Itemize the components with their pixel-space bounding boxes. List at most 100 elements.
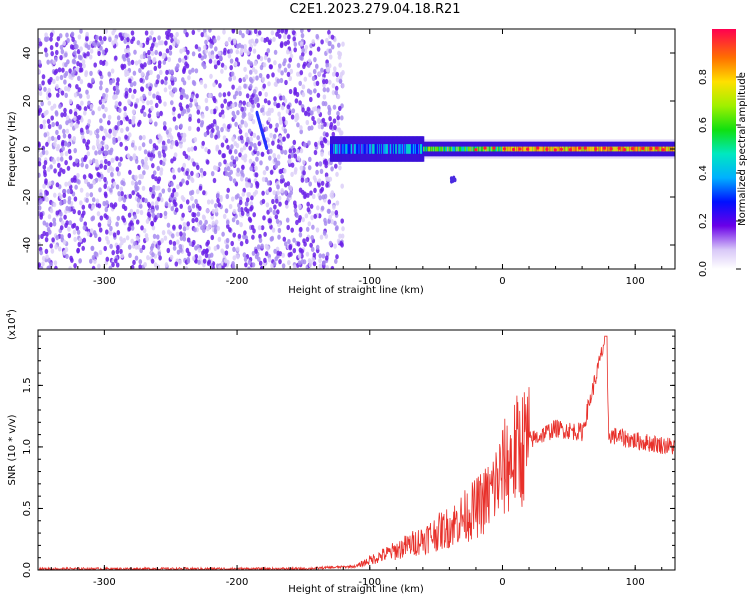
spectrogram-speckle [246,208,250,214]
spectrogram-speckle [185,180,190,186]
spectrogram-peak [568,148,573,152]
spectrogram-speckle [102,92,106,99]
spectrogram-speckle [89,174,94,180]
spectrogram-speckle [249,69,253,75]
spectrogram-speckle [308,156,312,162]
spectrogram-speckle [139,42,143,48]
spectrogram-speckle [268,155,272,161]
spectrogram-speckle [49,208,54,214]
chart-title: C2E1.2023.279.04.18.R21 [289,2,461,17]
spectrogram-speckle [240,119,245,125]
spectrogram-speckle [338,165,342,171]
spectrogram-speckle [267,39,272,46]
spectrogram-speckle [83,106,88,112]
spectrogram-speckle [313,57,317,63]
spectrogram-speckle [125,116,129,122]
spectrogram-speckle [305,119,310,126]
spectrogram-speckle [256,135,261,141]
spectrogram-speckle [109,225,113,232]
spectrogram-speckle [179,94,184,100]
spectrogram-speckle [143,62,147,68]
spectrogram-speckle [333,66,337,72]
spectrogram-speckle [89,48,94,54]
spectrogram-speckle [301,84,306,90]
spectrogram-speckle [338,78,343,84]
spectrogram-speckle [187,147,191,153]
spectrogram-speckle [313,213,318,219]
spectrogram-speckle [38,107,43,113]
spectrogram-speckle [281,263,286,269]
spectrogram-speckle [198,53,202,59]
spectrogram-speckle [168,127,172,133]
spectrogram-speckle [240,106,244,112]
spectrogram-speckle [115,184,120,190]
spectrogram-data [38,29,675,269]
spectrogram-speckle [268,218,273,224]
spectrogram-speckle [333,243,337,249]
spectrogram-speckle [249,136,253,142]
spectrogram-speckle [195,93,199,99]
spectrogram-speckle [208,92,212,99]
spectrogram-speckle [104,158,108,165]
spectrogram-speckle [108,230,113,236]
spectrogram-speckle [156,185,161,191]
spectrogram-speckle [55,75,60,82]
spectrogram-speckle [197,29,201,33]
spectrogram-speckle [284,120,289,126]
spectrogram-speckle [52,159,56,165]
spectrogram-speckle [309,190,313,196]
spectrogram-speckle [38,172,41,178]
spectrogram-speckle [213,64,218,70]
spectrogram-speckle [143,164,147,170]
spectrogram-speckle [99,59,103,65]
spectrogram-speckle [323,101,328,107]
spectrogram-speckle [104,61,109,67]
spectrogram-speckle [175,141,179,147]
spectrogram-speckle [85,89,89,95]
spectrogram-speckle [227,124,231,130]
spectrogram-speckle [336,110,340,117]
spectrogram-speckle [86,151,91,157]
spectrogram-speckle [241,113,246,119]
spectrogram-speckle [195,172,200,178]
spectrogram-speckle [62,128,66,134]
spectrogram-speckle [115,221,119,227]
spectrogram-speckle [280,188,285,194]
spectrogram-speckle [301,189,305,195]
spectrogram-speckle [283,168,287,174]
spectrogram-speckle [212,119,217,125]
spectrogram-speckle [325,255,329,261]
spectrogram-speckle [55,182,60,188]
spectrogram-speckle [328,79,332,85]
spectrogram-speckle [38,161,42,167]
spectrogram-speckle [308,72,312,78]
spectrogram-speckle [224,208,229,214]
spectrogram-speckle [284,79,288,86]
spectrogram-speckle [56,36,61,42]
spectrogram-speckle [44,52,49,58]
spectrogram-speckle [80,100,84,106]
spectrogram-speckle [302,170,306,176]
spectrogram-speckle [283,182,288,188]
spectrogram-speckle [262,215,266,221]
spectrogram-speckle [202,64,207,70]
spectrogram-speckle [250,205,254,211]
spectrogram-speckle [172,106,176,112]
spectrogram-speckle [255,75,259,81]
spectrogram-speckle [133,214,137,220]
spectrogram-speckle [295,219,299,226]
spectrogram-speckle [319,136,324,142]
spectrogram-speckle [306,207,311,213]
spectrogram-peak [492,146,496,150]
spectrogram-speckle [202,258,207,264]
spectrogram-speckle [273,248,277,254]
spectrogram-speckle [182,80,187,86]
spectrogram-speckle [271,198,275,205]
spectrogram-speckle [85,36,89,42]
spectrogram-speckle [223,98,227,104]
spectrogram-speckle [172,199,177,205]
spectrogram-speckle [124,93,128,99]
spectrogram-speckle [115,262,120,268]
spectrogram-speckle [91,110,95,116]
spectrogram-speckle [44,47,48,53]
